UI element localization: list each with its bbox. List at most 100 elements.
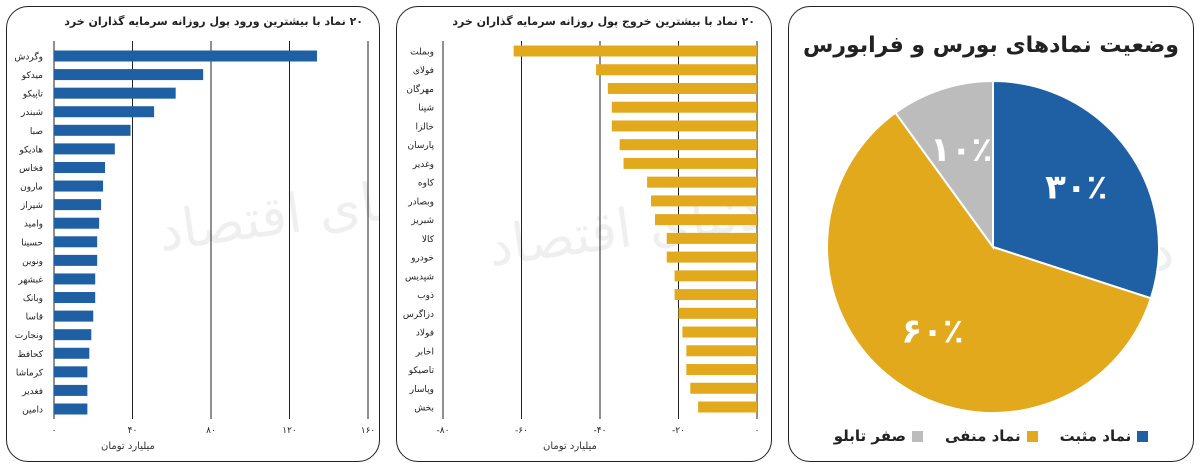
- category-label: خودرو: [410, 254, 434, 264]
- x-tick-label: ۰: [755, 426, 760, 436]
- category-label: فولای: [413, 66, 434, 76]
- category-label: مارون: [20, 183, 43, 193]
- legend-swatch-zero: [912, 430, 923, 442]
- bar: [54, 329, 92, 341]
- x-tick-label: ۱۶۰: [361, 426, 376, 436]
- bar: [611, 120, 757, 132]
- outflow-bar-chart: -۸۰ -۶۰ -۴۰ -۲۰ ۰ وبملت فولای مهرگان شپنا خالزا پا…: [403, 41, 760, 436]
- legend-item-zero: صفر تابلو: [834, 427, 923, 445]
- bar: [690, 382, 757, 394]
- category-label: اخابر: [415, 347, 434, 357]
- legend-label-negative: نماد منفی: [945, 427, 1021, 445]
- category-label: بخش: [414, 404, 434, 414]
- category-label: کاوه: [418, 179, 435, 189]
- bar: [54, 106, 155, 118]
- bar: [674, 289, 757, 301]
- legend-label-positive: نماد مثبت: [1059, 427, 1132, 445]
- x-tick-label: -۲۰: [672, 426, 685, 436]
- category-label: قاسا: [26, 313, 43, 323]
- inflow-chart-panel: ۲۰ نماد با بیشترین ورود پول روزانه سرمای…: [6, 6, 380, 462]
- status-pie-chart: ۳۰٪ ۶۰٪ ۱۰٪: [826, 79, 1160, 414]
- bar: [54, 366, 88, 378]
- category-label: مهرگان: [406, 83, 434, 95]
- category-label: کحافظ: [17, 350, 43, 360]
- bar: [54, 236, 98, 248]
- category-label: پارسان: [408, 141, 435, 151]
- category-label: دزاگرس: [403, 308, 434, 320]
- category-label: حسینا: [21, 238, 43, 248]
- category-label: خالزا: [415, 122, 434, 132]
- bar: [54, 347, 90, 359]
- bar: [54, 217, 100, 229]
- bar: [686, 364, 757, 376]
- bar: [54, 161, 106, 173]
- legend-item-negative: نماد منفی: [945, 427, 1038, 445]
- category-label: هادیکو: [18, 145, 43, 155]
- inflow-chart-title: ۲۰ نماد با بیشترین ورود پول روزانه سرمای…: [64, 15, 363, 28]
- category-label: وامید: [24, 220, 43, 230]
- bar: [54, 310, 94, 322]
- bar: [698, 401, 757, 413]
- bar: [54, 254, 98, 266]
- bar: [686, 345, 757, 357]
- category-label: شبندر: [20, 108, 43, 118]
- pie-value-label: ۱۰٪: [930, 130, 992, 170]
- x-tick-label: -۸۰: [437, 426, 450, 436]
- outflow-x-axis-label: میلیارد تومان: [543, 441, 597, 452]
- bar: [54, 143, 115, 155]
- outflow-chart-title: ۲۰ نماد با بیشترین خروج پول روزانه سرمای…: [452, 15, 755, 28]
- bar: [54, 273, 96, 285]
- category-label: فغدیر: [21, 387, 43, 397]
- category-label: فخاس: [19, 164, 43, 174]
- pie-value-label: ۶۰٪: [901, 311, 963, 351]
- bar: [54, 87, 176, 99]
- category-label: شیراز: [20, 201, 43, 211]
- x-tick-label: -۶۰: [515, 426, 528, 436]
- category-label: وپاسار: [409, 385, 434, 395]
- category-label: وگردش: [14, 51, 43, 63]
- bar: [678, 307, 757, 319]
- x-tick-label: ۴۰: [128, 426, 138, 436]
- category-label: شبریز: [410, 216, 434, 226]
- bar: [54, 180, 104, 192]
- bar: [666, 232, 757, 244]
- bar: [647, 176, 757, 188]
- category-label: دامین: [22, 406, 43, 416]
- category-label: ونجارت: [15, 331, 43, 341]
- inflow-bar-chart: ۰ ۴۰ ۸۰ ۱۲۰ ۱۶۰ وگردش میدکو تاپیکو شبندر صبا هادیک…: [14, 41, 376, 436]
- pie-chart-panel: وضعیت نمادهای بورس و فرابورس دنیای اقتصا…: [788, 6, 1194, 462]
- outflow-chart-panel: ۲۰ نماد با بیشترین خروج پول روزانه سرمای…: [396, 6, 772, 462]
- category-label: کالا: [422, 235, 435, 245]
- pie-legend: نماد مثبت نماد منفی صفر تابلو: [789, 427, 1193, 445]
- x-tick-label: ۱۲۰: [282, 426, 297, 436]
- legend-item-positive: نماد مثبت: [1060, 427, 1149, 445]
- x-tick-label: ۸۰: [206, 426, 216, 436]
- bar: [654, 214, 757, 226]
- bar: [611, 101, 757, 113]
- pie-slice: [992, 79, 1160, 300]
- category-label: کرماشا: [16, 368, 44, 378]
- bar: [54, 292, 96, 304]
- pie-chart-title: وضعیت نمادهای بورس و فرابورس: [803, 33, 1179, 58]
- bar: [666, 251, 757, 263]
- category-label: وبملت: [410, 48, 434, 58]
- pie-slice: [826, 111, 1153, 414]
- x-tick-label: -۴۰: [594, 426, 607, 436]
- category-label: شپنا: [418, 104, 434, 114]
- legend-swatch-negative: [1026, 430, 1038, 442]
- bar: [682, 326, 757, 338]
- category-label: وبصادر: [407, 197, 434, 207]
- category-label: غبشهر: [17, 275, 43, 285]
- bar: [54, 403, 88, 415]
- x-tick-label: ۰: [52, 426, 57, 436]
- bar: [513, 45, 757, 57]
- bar: [54, 124, 131, 136]
- bar: [54, 69, 204, 81]
- legend-swatch-positive: [1137, 430, 1149, 442]
- category-label: فولاد: [416, 329, 434, 339]
- bar: [54, 199, 102, 211]
- bar: [623, 157, 757, 169]
- inflow-x-axis-label: میلیارد تومان: [101, 441, 155, 452]
- bar: [54, 50, 317, 62]
- category-label: ذوب: [417, 291, 434, 301]
